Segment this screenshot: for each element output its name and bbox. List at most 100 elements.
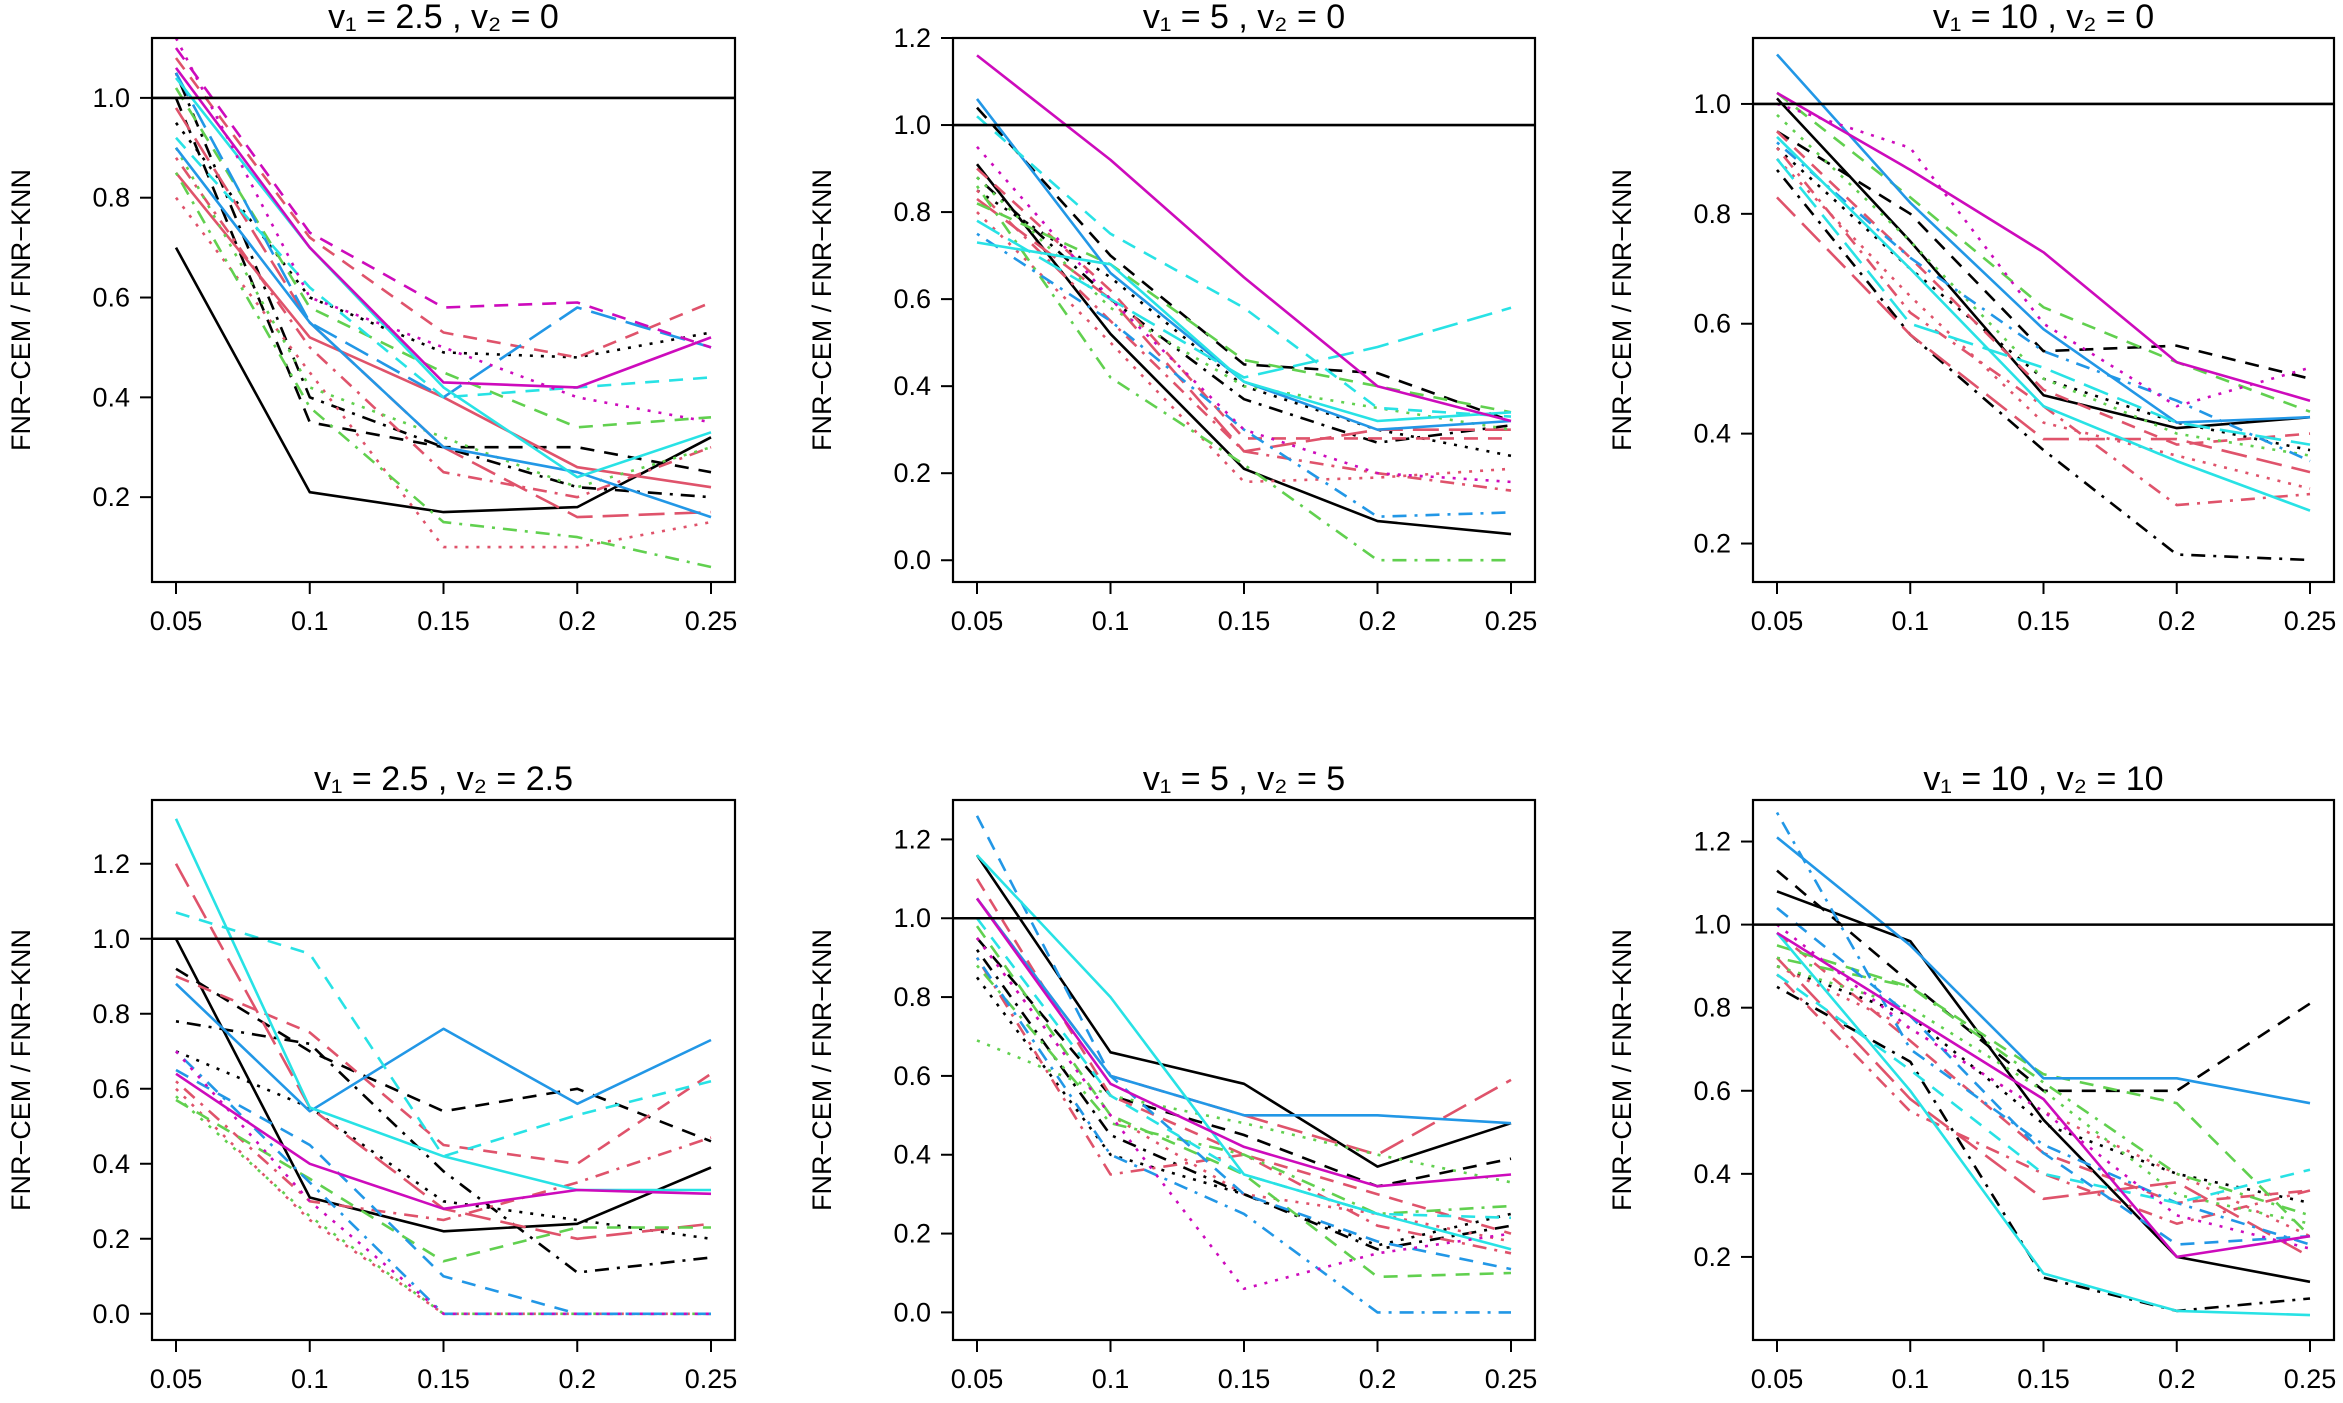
- series-line: [174, 818, 711, 1192]
- x-tick-label: 0.1: [1092, 1364, 1130, 1394]
- y-tick-label: 0.4: [1693, 1159, 1731, 1189]
- series-line: [975, 925, 1512, 1279]
- series-line: [1776, 196, 2311, 474]
- series-line: [174, 196, 712, 549]
- y-tick-label: 0.8: [92, 999, 130, 1029]
- y-tick-label: 0.6: [1693, 1076, 1731, 1106]
- panel-v1-5-v2-0: v₁ = 5 , v₂ = 0 FNR−CEM / FNR−KNN 0.05 0.1 0…: [807, 0, 1537, 636]
- series-line: [174, 57, 712, 359]
- series-line: [975, 917, 1512, 1220]
- x-tick-label: 0.25: [1485, 606, 1538, 636]
- series-line: [174, 157, 712, 499]
- series-line: [175, 982, 712, 1113]
- series-line: [174, 72, 712, 499]
- y-axis-label: FNR−CEM / FNR−KNN: [6, 169, 36, 451]
- y-tick-label: 1.0: [893, 903, 931, 933]
- y-tick-label: 0.4: [92, 382, 130, 412]
- series-line: [174, 38, 712, 424]
- y-tick-label: 1.0: [1693, 89, 1731, 119]
- series-line: [1776, 97, 2311, 430]
- series-line: [975, 897, 1512, 1125]
- series-line: [174, 77, 712, 479]
- panel-v1-2.5-v2-0: v₁ = 2.5 , v₂ = 0 FNR−CEM / FNR−KNN 0.05 0.…: [6, 0, 737, 636]
- x-tick-label: 0.25: [685, 606, 738, 636]
- series-line: [976, 176, 1512, 445]
- x-tick-label: 0.1: [291, 606, 329, 636]
- series-line: [975, 976, 1512, 1247]
- series-line: [976, 1039, 1512, 1184]
- series-line: [1776, 890, 2311, 1284]
- series-line: [174, 147, 712, 519]
- series-line: [975, 937, 1512, 1291]
- y-tick-label: 1.0: [92, 83, 130, 113]
- plot-frame: [1751, 798, 2336, 1342]
- y-tick-label: 0.2: [893, 1219, 931, 1249]
- x-tick-label: 0.15: [2017, 606, 2070, 636]
- y-tick-label: 0.8: [893, 197, 931, 227]
- series-line: [1776, 973, 2311, 1205]
- y-tick-label: 0.4: [92, 1149, 130, 1179]
- y-axis-label: FNR−CEM / FNR−KNN: [6, 929, 36, 1211]
- series-line: [1776, 135, 2311, 512]
- x-tick-label: 0.25: [1485, 1364, 1538, 1394]
- series-line: [1775, 811, 2311, 1246]
- y-axis-label: FNR−CEM / FNR−KNN: [807, 929, 837, 1211]
- y-tick-label: 0.2: [893, 458, 931, 488]
- series-group: [975, 815, 1512, 1314]
- series-group: [975, 54, 1512, 562]
- panel-title: v₁ = 2.5 , v₂ = 0: [328, 0, 559, 36]
- x-tick-label: 0.1: [1891, 1364, 1929, 1394]
- series-line: [1776, 836, 2311, 1105]
- y-tick-label: 0.2: [1693, 1242, 1731, 1272]
- series-line: [175, 1080, 712, 1222]
- series-line: [174, 863, 712, 1241]
- series-line: [175, 975, 712, 1166]
- series-line: [175, 136, 712, 399]
- series-line: [975, 956, 1511, 1314]
- series-line: [1776, 985, 2311, 1313]
- panel-title: v₁ = 5 , v₂ = 5: [1143, 760, 1345, 798]
- series-group: [1775, 811, 2311, 1317]
- y-tick-label: 0.4: [1693, 419, 1731, 449]
- series-line: [175, 1068, 711, 1316]
- series-line: [1776, 869, 2311, 1093]
- panel-v1-10-v2-0: v₁ = 10 , v₂ = 0 FNR−CEM / FNR−KNN 0.05 0.1…: [1607, 0, 2336, 636]
- series-line: [976, 115, 1512, 418]
- series-line: [1776, 157, 2311, 490]
- series-line: [975, 949, 1512, 1251]
- plot-frame: [951, 798, 1537, 1342]
- panel-v1-5-v2-5: v₁ = 5 , v₂ = 5 FNR−CEM / FNR−KNN 0.05 0.1 0…: [807, 760, 1537, 1394]
- y-tick-label: 0.6: [1693, 309, 1731, 339]
- series-line: [975, 185, 1511, 562]
- series-line: [1776, 91, 2311, 413]
- y-tick-label: 0.0: [92, 1299, 130, 1329]
- x-tick-label: 0.25: [685, 1364, 738, 1394]
- x-tick-label: 0.15: [1218, 606, 1271, 636]
- series-line: [976, 232, 1512, 519]
- y-axis-label: FNR−CEM / FNR−KNN: [1607, 929, 1637, 1211]
- panel-title: v₁ = 10 , v₂ = 0: [1933, 0, 2154, 36]
- y-tick-label: 1.2: [1693, 827, 1731, 857]
- x-tick-label: 0.25: [2284, 1364, 2337, 1394]
- x-tick-label: 0.05: [1751, 1364, 1804, 1394]
- series-line: [1776, 141, 2311, 463]
- series-line: [175, 1050, 711, 1316]
- series-line: [1776, 956, 2311, 1217]
- series-line: [1776, 130, 2311, 446]
- series-line: [174, 47, 712, 349]
- series-line: [175, 1050, 712, 1241]
- series-line: [976, 202, 1512, 414]
- series-line: [1775, 158, 2311, 446]
- y-tick-label: 0.2: [1693, 529, 1731, 559]
- y-tick-label: 1.2: [893, 23, 931, 53]
- series-line: [976, 937, 1512, 1188]
- series-line: [975, 815, 1512, 1271]
- plot-frame: [951, 36, 1537, 584]
- series-line: [1776, 53, 2311, 424]
- series-line: [175, 1087, 711, 1316]
- x-tick-label: 0.15: [1218, 1364, 1271, 1394]
- series-line: [1776, 130, 2311, 380]
- panel-title: v₁ = 10 , v₂ = 10: [1923, 760, 2163, 798]
- series-line: [976, 241, 1512, 423]
